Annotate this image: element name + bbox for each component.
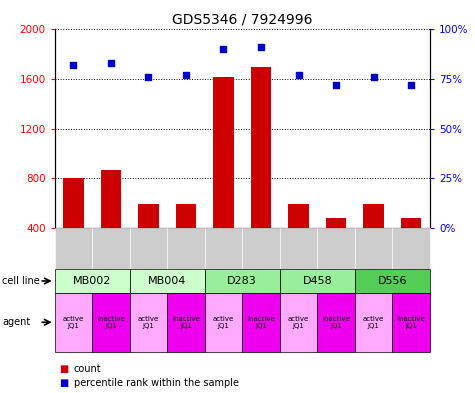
Point <box>370 74 377 80</box>
Text: active
JQ1: active JQ1 <box>288 316 309 329</box>
Text: inactive
JQ1: inactive JQ1 <box>97 316 125 329</box>
Bar <box>401 218 421 277</box>
Point <box>219 46 227 52</box>
Text: active
JQ1: active JQ1 <box>363 316 384 329</box>
Text: MB002: MB002 <box>73 276 111 286</box>
Text: cell line: cell line <box>2 276 40 286</box>
Text: agent: agent <box>2 317 30 327</box>
Point <box>257 44 265 50</box>
Point <box>69 62 77 68</box>
Title: GDS5346 / 7924996: GDS5346 / 7924996 <box>172 13 313 27</box>
Text: D283: D283 <box>228 276 257 286</box>
Point <box>144 74 152 80</box>
Text: D556: D556 <box>378 276 407 286</box>
Bar <box>176 204 196 277</box>
Text: MB004: MB004 <box>148 276 186 286</box>
Text: inactive
JQ1: inactive JQ1 <box>172 316 200 329</box>
Bar <box>63 178 84 277</box>
Bar <box>363 204 384 277</box>
Bar <box>138 204 159 277</box>
Text: inactive
JQ1: inactive JQ1 <box>322 316 350 329</box>
Text: inactive
JQ1: inactive JQ1 <box>397 316 425 329</box>
Text: ■: ■ <box>59 378 68 388</box>
Point <box>407 82 415 88</box>
Text: D458: D458 <box>303 276 332 286</box>
Text: active
JQ1: active JQ1 <box>213 316 234 329</box>
Point <box>107 60 115 66</box>
Point <box>332 82 340 88</box>
Point <box>182 72 190 78</box>
Text: active
JQ1: active JQ1 <box>63 316 84 329</box>
Text: count: count <box>74 364 101 374</box>
Text: inactive
JQ1: inactive JQ1 <box>247 316 275 329</box>
Text: active
JQ1: active JQ1 <box>138 316 159 329</box>
Text: ■: ■ <box>59 364 68 374</box>
Bar <box>288 204 309 277</box>
Text: percentile rank within the sample: percentile rank within the sample <box>74 378 238 388</box>
Bar <box>326 218 346 277</box>
Bar <box>251 67 271 277</box>
Point <box>294 72 302 78</box>
Bar <box>213 77 234 277</box>
Bar <box>101 170 121 277</box>
